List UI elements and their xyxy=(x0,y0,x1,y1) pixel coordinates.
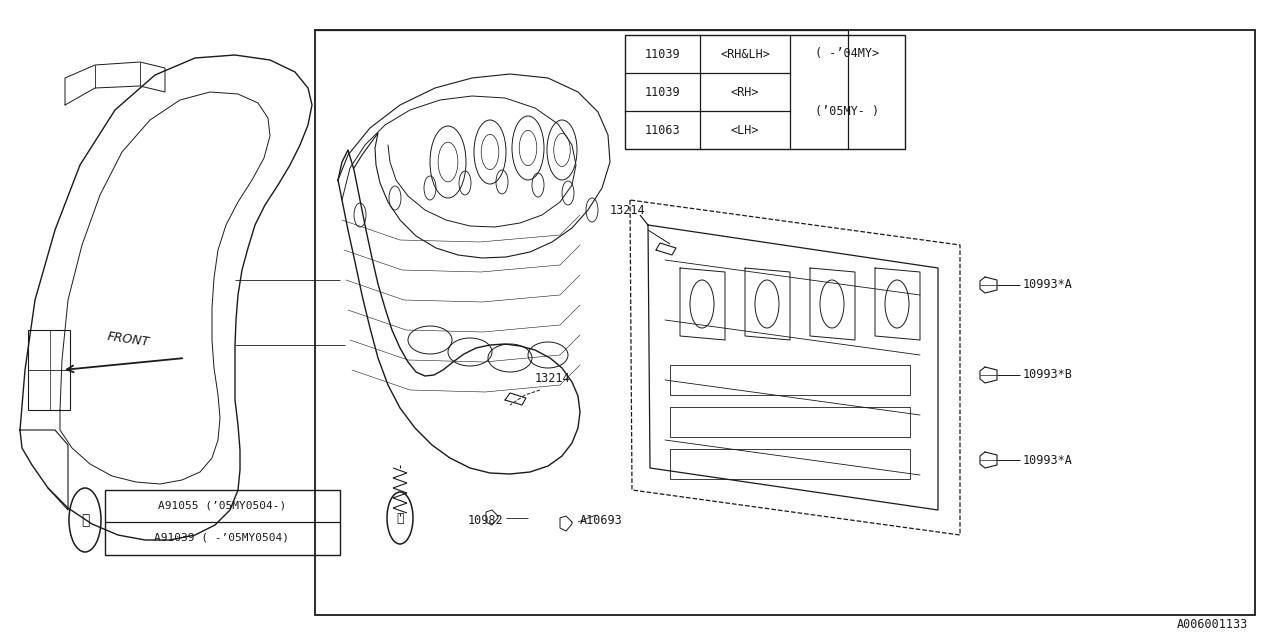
Text: (’05MY- ): (’05MY- ) xyxy=(815,104,879,118)
Bar xyxy=(625,35,905,149)
Text: A006001133: A006001133 xyxy=(1176,618,1248,632)
Text: ①: ① xyxy=(397,511,403,525)
Text: 13214: 13214 xyxy=(611,204,645,216)
Text: 10993*B: 10993*B xyxy=(1023,369,1073,381)
Text: A10693: A10693 xyxy=(580,513,623,527)
Text: A91039 ( -’05MY0504): A91039 ( -’05MY0504) xyxy=(155,533,289,543)
Text: <RH&LH>: <RH&LH> xyxy=(721,47,771,61)
Text: 10993*A: 10993*A xyxy=(1023,278,1073,291)
Bar xyxy=(28,330,70,410)
Bar xyxy=(669,365,910,395)
Text: 11063: 11063 xyxy=(645,124,680,136)
Bar xyxy=(315,30,1254,615)
Bar xyxy=(669,449,910,479)
Bar xyxy=(669,407,910,437)
Text: FRONT: FRONT xyxy=(106,331,150,349)
Text: ( -’04MY>: ( -’04MY> xyxy=(815,47,879,61)
Text: 11039: 11039 xyxy=(645,47,680,61)
Text: A91055 (’05MY0504-): A91055 (’05MY0504-) xyxy=(157,501,287,511)
Text: <LH>: <LH> xyxy=(731,124,759,136)
Text: <RH>: <RH> xyxy=(731,86,759,99)
Text: 11039: 11039 xyxy=(645,86,680,99)
Text: ①: ① xyxy=(81,513,90,527)
Bar xyxy=(105,490,340,555)
Text: 10982: 10982 xyxy=(468,513,503,527)
Text: 13214: 13214 xyxy=(535,371,571,385)
Text: 10993*A: 10993*A xyxy=(1023,454,1073,467)
